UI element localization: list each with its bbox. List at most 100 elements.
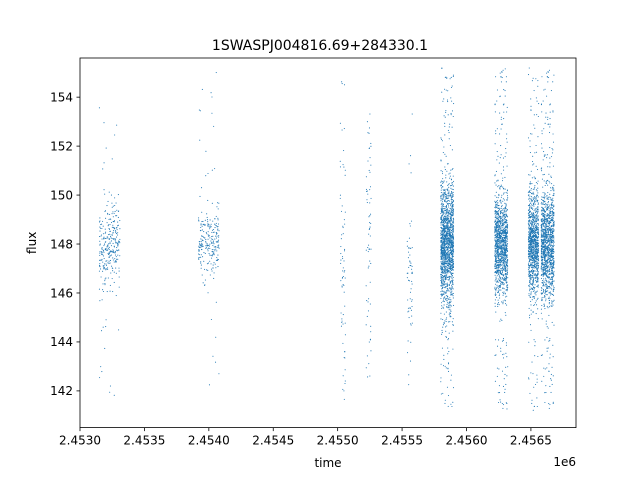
data-point	[115, 215, 117, 217]
data-point	[100, 366, 102, 368]
data-point	[496, 231, 498, 233]
data-point	[505, 203, 507, 205]
data-point	[547, 226, 549, 228]
data-point	[102, 225, 104, 227]
data-point	[110, 250, 112, 252]
data-point	[447, 241, 449, 243]
data-point	[531, 133, 533, 135]
data-point	[548, 363, 550, 365]
data-point	[527, 273, 530, 275]
data-point	[495, 245, 497, 247]
data-point	[506, 209, 508, 211]
data-point	[496, 180, 498, 182]
data-point	[535, 229, 537, 231]
data-point	[447, 230, 449, 232]
data-point	[496, 236, 498, 238]
data-point	[100, 276, 102, 278]
data-point	[502, 338, 505, 340]
data-point	[103, 258, 105, 260]
data-point	[201, 242, 203, 244]
data-point	[495, 228, 497, 230]
data-point	[203, 260, 205, 262]
data-point	[444, 252, 446, 254]
data-point	[537, 85, 539, 87]
data-point	[443, 297, 445, 300]
data-point	[498, 245, 500, 247]
data-point	[440, 266, 442, 268]
data-point	[504, 249, 507, 251]
data-point	[549, 126, 551, 128]
data-point	[496, 250, 498, 252]
data-point	[501, 370, 504, 372]
data-point	[368, 132, 370, 134]
data-point	[213, 272, 215, 274]
data-point	[527, 209, 530, 211]
data-point	[407, 279, 410, 281]
data-point	[443, 304, 445, 306]
data-point	[410, 309, 412, 311]
data-point	[109, 385, 111, 387]
data-point	[448, 197, 450, 199]
data-point	[452, 75, 454, 78]
data-point	[535, 222, 537, 224]
data-point	[502, 218, 504, 220]
data-point	[442, 283, 444, 286]
data-point	[531, 254, 533, 256]
data-point	[444, 218, 446, 220]
data-point	[494, 261, 497, 263]
data-point	[530, 275, 532, 277]
data-point	[532, 373, 534, 375]
data-point	[452, 292, 454, 295]
data-point	[113, 238, 115, 240]
data-point	[448, 227, 450, 229]
data-point	[442, 236, 444, 238]
data-point	[503, 234, 505, 236]
data-point	[449, 123, 451, 125]
data-point	[441, 216, 443, 218]
data-point	[446, 222, 449, 224]
data-point	[448, 231, 450, 233]
data-point	[451, 257, 453, 259]
data-point	[452, 250, 454, 252]
data-point	[212, 238, 214, 241]
data-point	[505, 219, 508, 222]
data-point	[503, 253, 505, 255]
data-point	[110, 251, 113, 253]
data-point	[505, 76, 507, 78]
data-point	[535, 266, 537, 268]
data-point	[449, 236, 451, 238]
data-point	[505, 240, 507, 242]
data-point	[504, 215, 506, 217]
data-point	[441, 280, 443, 282]
data-point	[449, 255, 451, 257]
data-point	[451, 149, 453, 151]
data-point	[534, 186, 536, 188]
data-point	[444, 253, 446, 255]
data-point	[550, 190, 552, 192]
data-point	[528, 274, 530, 276]
data-point	[504, 230, 506, 232]
data-point	[103, 251, 105, 253]
data-point	[115, 260, 117, 262]
data-point	[452, 348, 454, 350]
data-point	[496, 100, 498, 102]
data-point	[497, 305, 499, 308]
data-point	[498, 274, 500, 276]
data-point	[504, 373, 506, 376]
data-point	[214, 250, 216, 252]
data-point	[411, 271, 413, 273]
data-point	[410, 155, 412, 157]
data-point	[501, 278, 503, 280]
data-point	[500, 128, 502, 130]
data-point	[448, 302, 451, 304]
data-point	[341, 318, 343, 320]
data-point	[536, 249, 538, 251]
data-point	[505, 204, 507, 206]
data-point	[440, 215, 443, 217]
data-point	[116, 258, 118, 260]
data-point	[528, 290, 531, 292]
data-point	[440, 261, 442, 263]
data-point	[200, 264, 202, 266]
data-point	[441, 243, 443, 245]
data-point	[534, 152, 536, 154]
